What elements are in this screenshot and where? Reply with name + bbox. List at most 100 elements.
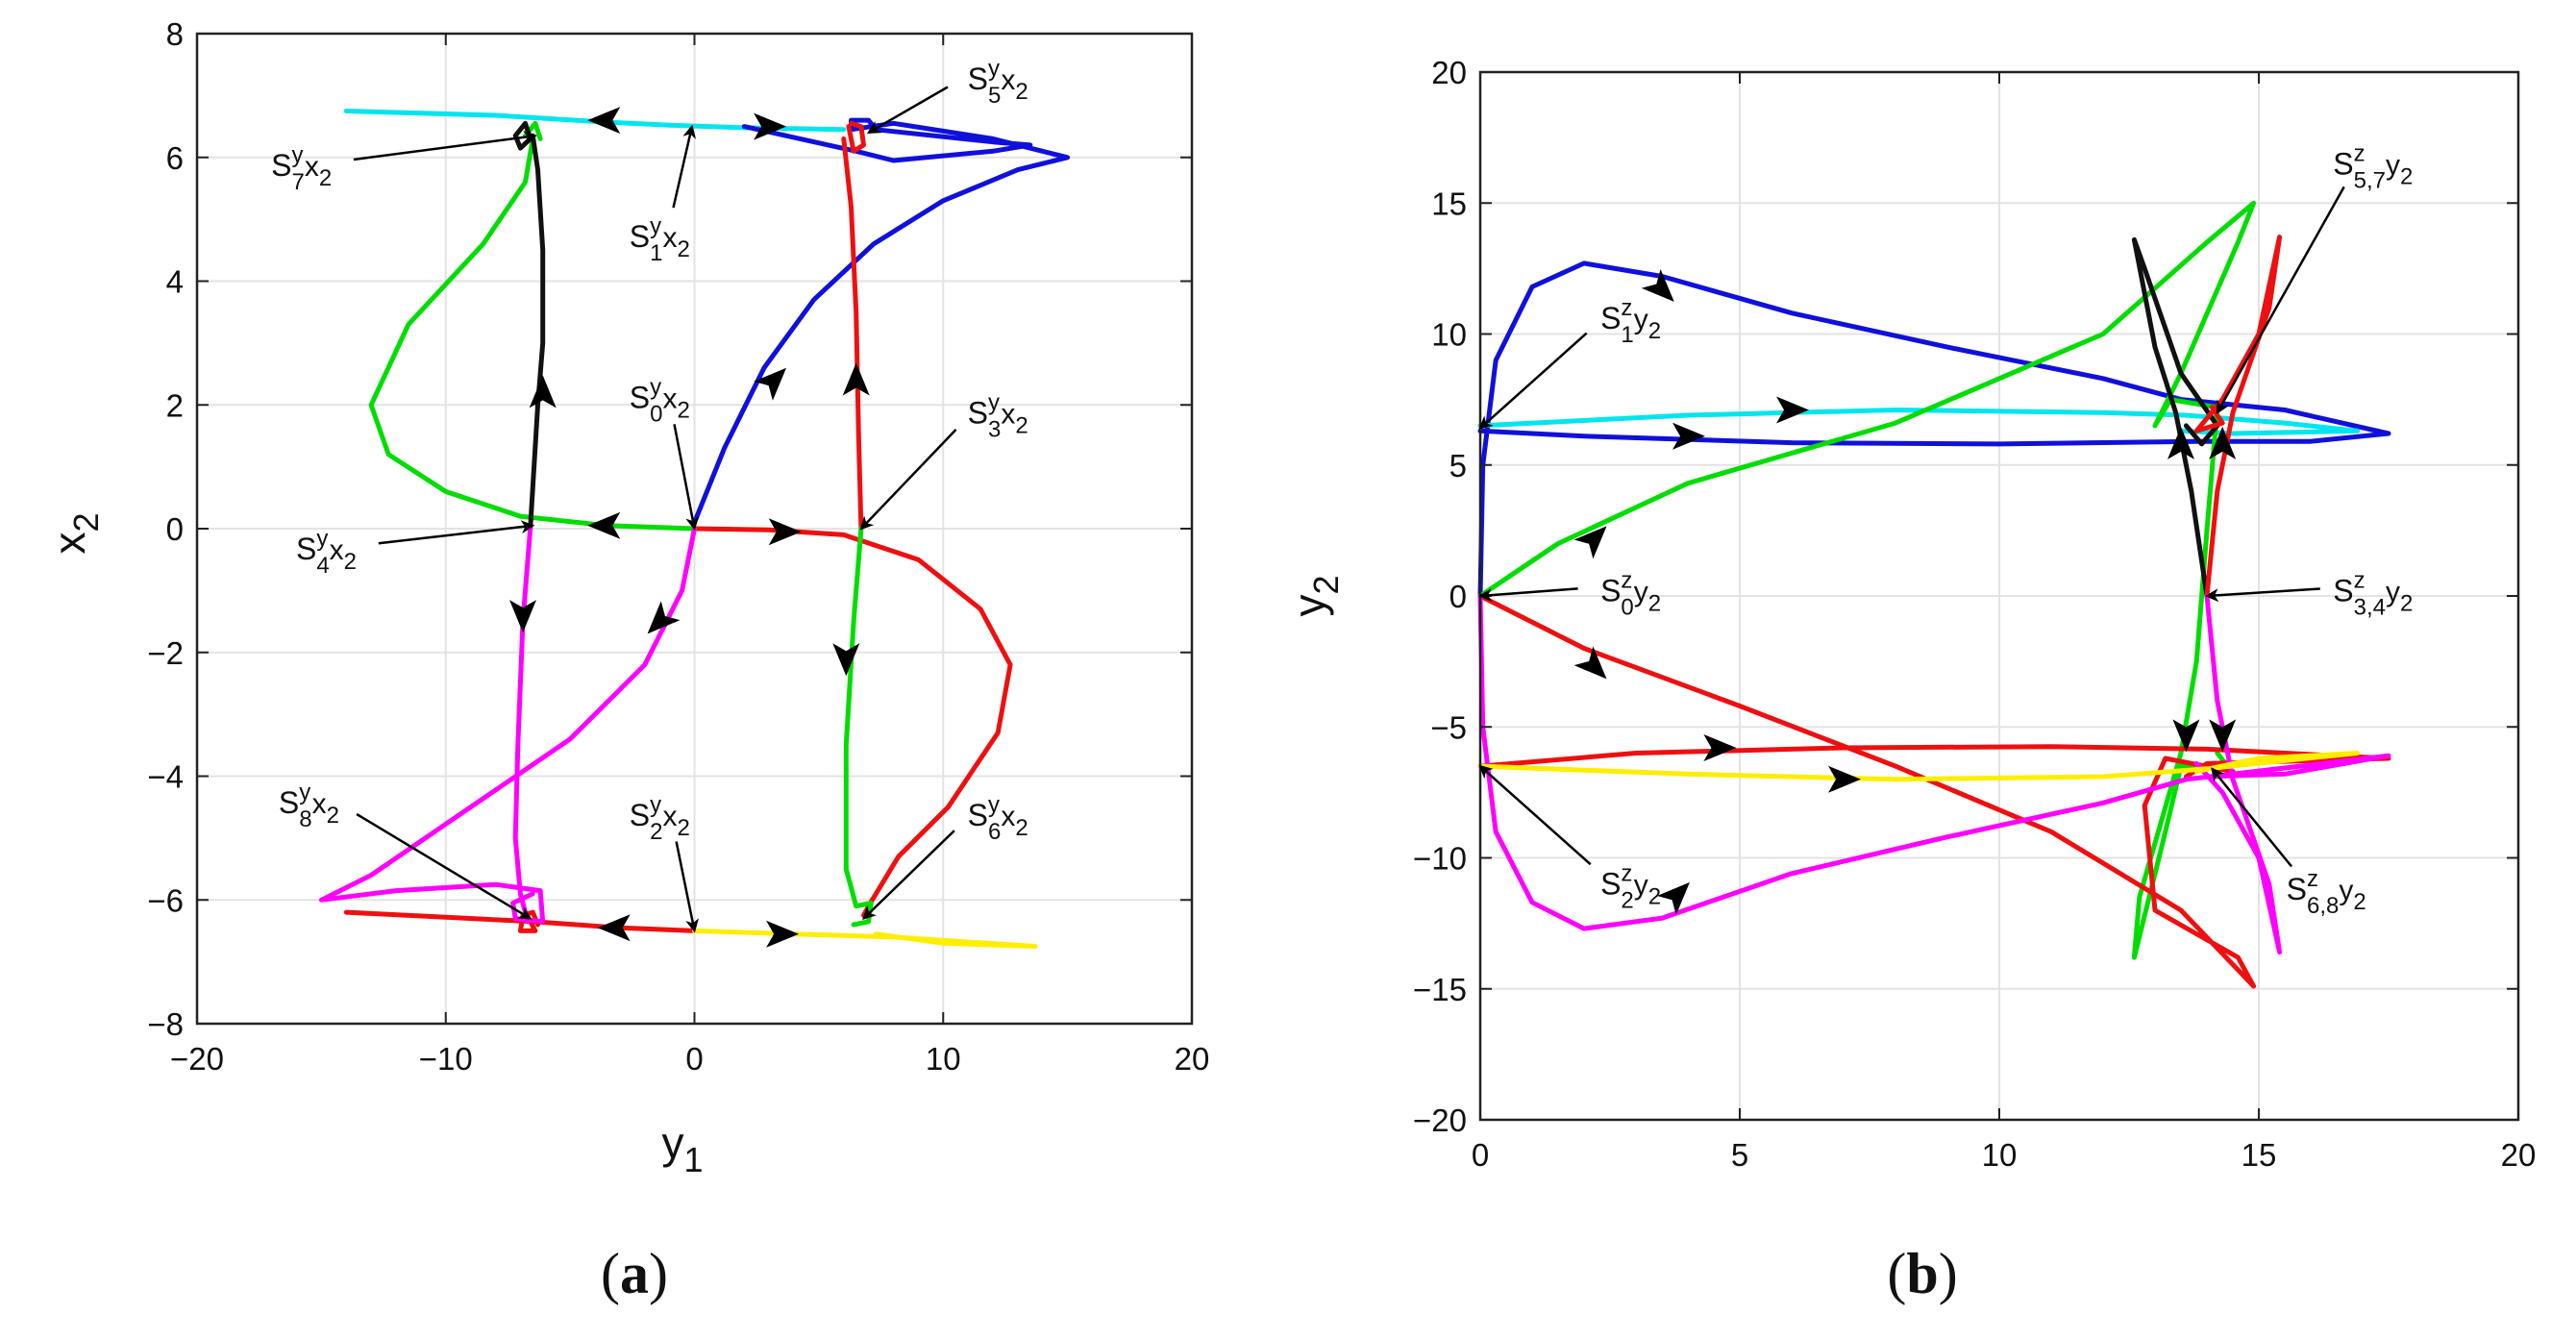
y-tick-label: 6 (166, 140, 184, 176)
annotation-label: Sz 5,7y2 (2333, 140, 2413, 193)
annotation-arrow (2216, 186, 2345, 415)
annotation-arrow (1478, 587, 1578, 603)
x-tick-label: −20 (170, 1041, 224, 1077)
x-axis-label: y1 (661, 1118, 703, 1179)
annotation-label: Sy 2x2 (630, 792, 690, 845)
series-line-3 (692, 526, 1013, 918)
annotation-label: Sy 8x2 (279, 780, 339, 832)
annotation-arrow (1478, 764, 1592, 866)
x-tick-label: 5 (1731, 1137, 1748, 1173)
series-line-1 (1477, 408, 2361, 436)
series-line-5 (1477, 593, 2257, 989)
annotation-arrow (356, 812, 533, 920)
direction-arrow (768, 518, 802, 546)
series-line-7 (368, 136, 697, 532)
annotation-label: Sy 6x2 (968, 792, 1028, 845)
direction-arrow (842, 362, 870, 396)
x-tick-label: 15 (2242, 1137, 2277, 1173)
x-tick-label: 0 (685, 1041, 703, 1077)
annotation-label: Sy 1x2 (630, 213, 690, 266)
direction-arrow (1776, 396, 1809, 424)
annotation-arrow (2205, 587, 2320, 603)
direction-arrow (587, 107, 621, 135)
y-tick-label: 5 (1449, 448, 1467, 483)
y-tick-label: 15 (1431, 186, 1467, 221)
direction-arrow (587, 511, 621, 539)
annotation-label: Sy 0x2 (630, 375, 690, 428)
annotation-arrow (353, 130, 537, 161)
annotation-label: Sz 3,4y2 (2333, 568, 2413, 621)
direction-arrow (1828, 765, 1861, 793)
direction-arrow (597, 914, 631, 942)
y-tick-label: 0 (1449, 579, 1467, 614)
y-tick-label: −10 (1413, 841, 1467, 877)
panel-label: (a) (601, 1242, 668, 1305)
direction-arrow (832, 643, 860, 677)
direction-arrow (766, 920, 800, 948)
y-axis-label: y2 (1284, 575, 1346, 616)
y-tick-label: 4 (166, 264, 184, 300)
series-line-2 (841, 136, 864, 532)
annotation-arrow (378, 520, 535, 545)
direction-arrow (1703, 734, 1737, 761)
x-tick-label: 0 (1472, 1137, 1489, 1173)
direction-arrow (1573, 646, 1607, 680)
y-tick-label: −2 (147, 635, 184, 671)
annotation-arrow (866, 86, 949, 135)
annotation-arrow (673, 424, 700, 531)
direction-arrow (2167, 426, 2194, 459)
y-tick-label: 2 (166, 387, 184, 423)
direction-arrow (509, 600, 536, 633)
annotation-label: Sy 7x2 (271, 142, 332, 195)
y-tick-label: 0 (166, 511, 184, 547)
y-tick-label: −20 (1413, 1103, 1467, 1138)
y-tick-label: −5 (1430, 709, 1467, 745)
direction-arrow (2172, 719, 2200, 753)
direction-arrow (1656, 881, 1690, 915)
direction-arrow (647, 601, 681, 634)
annotation-label: Sy 5x2 (968, 56, 1028, 109)
x-tick-label: 10 (1982, 1137, 2018, 1173)
series-line-8 (2193, 593, 2283, 955)
series-line-9 (1477, 751, 2361, 782)
annotation-arrow (675, 841, 699, 933)
annotation-label: Sz 2y2 (1600, 861, 1661, 914)
annotation-label: Sz 0y2 (1600, 568, 1661, 621)
direction-arrow (529, 375, 557, 409)
annotation-label: Sz 1y2 (1600, 295, 1661, 348)
series-line-0 (1477, 260, 2391, 599)
direction-arrow (754, 367, 787, 401)
y-axis-label: x2 (44, 512, 106, 554)
y-tick-label: −15 (1413, 972, 1467, 1007)
annotation-arrow (859, 429, 957, 531)
x-tick-label: 20 (2501, 1137, 2537, 1173)
series-line-6 (846, 120, 866, 154)
annotation-label: Sz 6,8y2 (2287, 866, 2366, 919)
y-tick-label: −6 (147, 882, 184, 918)
direction-arrow (754, 112, 787, 140)
y-tick-label: −8 (147, 1006, 184, 1042)
direction-arrow (2209, 719, 2237, 753)
panel-label: (b) (1887, 1242, 1957, 1305)
direction-arrow (1672, 422, 1705, 450)
annotation-label: Sy 3x2 (968, 390, 1028, 443)
annotation-arrow (1478, 332, 1588, 430)
series-line-10 (528, 133, 546, 532)
x-tick-label: 20 (1175, 1041, 1210, 1077)
series-line-7 (1477, 593, 2391, 931)
y-tick-label: 10 (1431, 317, 1467, 353)
annotation-arrow (862, 830, 955, 920)
annotation-arrow (2211, 767, 2293, 868)
x-tick-label: −10 (419, 1041, 473, 1077)
chart-panel-b: 0 5 10 15 20 −20 −15 −10 −5 0 5 10 15 20 y2 (b) Sz 1y2 Sz 0… (1284, 55, 2536, 1305)
direction-arrow (1641, 268, 1674, 302)
annotation-label: Sy 4x2 (296, 526, 357, 579)
direction-arrow (2209, 426, 2237, 459)
x-tick-label: 10 (926, 1041, 961, 1077)
direction-arrow (1573, 526, 1607, 559)
annotation-arrow (672, 124, 697, 209)
series-line-5 (517, 909, 540, 933)
y-tick-label: 8 (166, 16, 184, 52)
